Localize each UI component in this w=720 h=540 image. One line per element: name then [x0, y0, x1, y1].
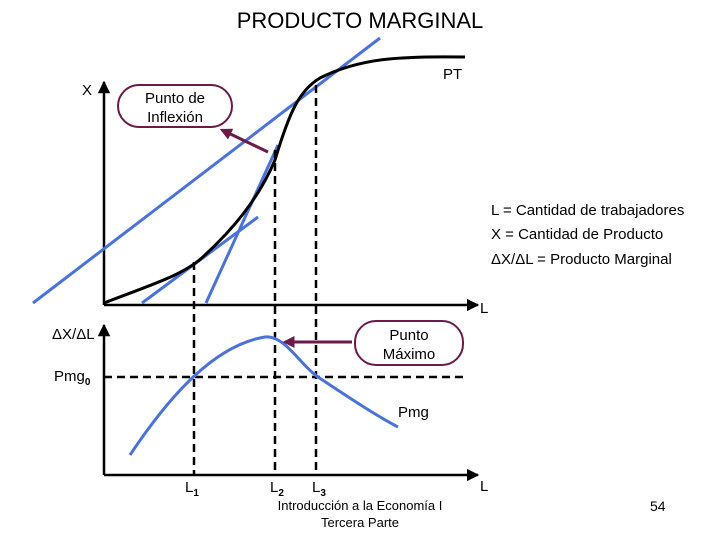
tick-l3-sub: 3 [320, 488, 326, 499]
tangent-line-steep [204, 144, 280, 304]
legend-line-2: X = Cantidad de Producto [491, 226, 664, 243]
pmg0-sub: 0 [84, 377, 91, 388]
pmg0-label: Pmg0 [54, 368, 90, 388]
tick-l2-main: L [270, 479, 279, 496]
maximo-line1: Punto [389, 327, 429, 344]
ray-from-origin-line [32, 36, 381, 305]
pt-curve-label: PT [443, 66, 463, 83]
tick-l3-main: L [312, 479, 321, 496]
tick-l1-main: L [185, 479, 194, 496]
pmg-curve-label: Pmg [398, 404, 429, 421]
footer-text: Introducción a la Economía I Tercera Par… [230, 497, 490, 531]
bottom-y-axis-label: ΔX/ΔL [52, 326, 95, 343]
tick-l2: L2 [270, 479, 284, 499]
inflexion-point-callout: Punto de Inflexión [117, 84, 233, 128]
page-number: 54 [650, 498, 666, 514]
tick-l3: L3 [312, 479, 326, 499]
inflexion-line2: Inflexión [147, 109, 203, 126]
footer-line1: Introducción a la Economía I [277, 498, 443, 513]
page-title: PRODUCTO MARGINAL [236, 8, 484, 33]
top-x-axis-label: L [480, 300, 489, 317]
top-y-axis-label: X [82, 82, 93, 99]
bottom-x-axis-label: L [480, 478, 489, 495]
pmg0-main: Pmg [54, 368, 85, 385]
maximo-line2: Máximo [382, 346, 436, 363]
inflexion-line1: Punto de [144, 90, 206, 107]
tick-l2-sub: 2 [278, 488, 284, 499]
tick-l1: L1 [185, 479, 199, 499]
tick-l1-sub: 1 [193, 488, 199, 499]
total-product-curve [103, 55, 466, 305]
marginal-product-curve [128, 335, 399, 456]
legend-line-3: ΔX/ΔL = Producto Marginal [491, 251, 672, 268]
footer-line2: Tercera Parte [320, 515, 400, 530]
legend-line-1: L = Cantidad de trabajadores [491, 202, 685, 219]
maximo-point-callout: Punto Máximo [354, 320, 464, 366]
inflexion-arrow [219, 128, 269, 154]
